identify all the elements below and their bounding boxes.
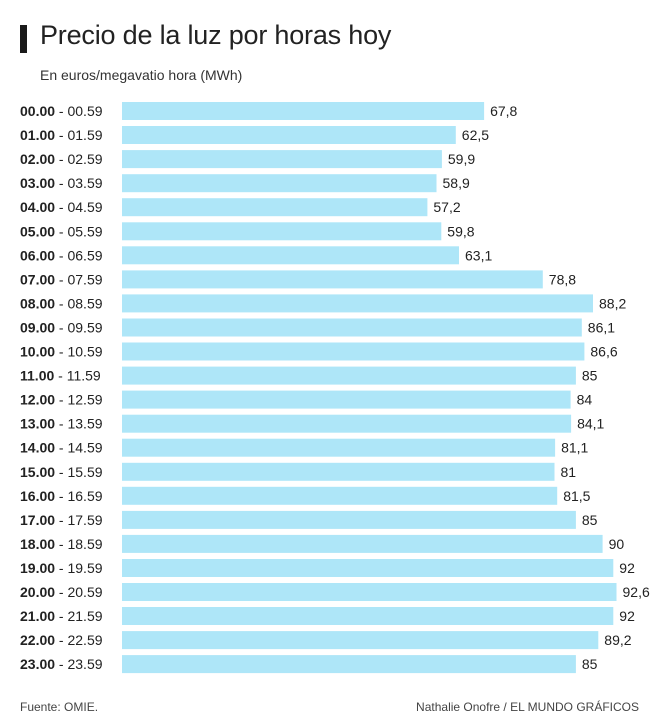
bar-22 (122, 631, 599, 650)
value-label-3: 58,9 (443, 175, 470, 191)
bar-7 (122, 270, 543, 289)
category-label-16: 16.00 - 16.59 (20, 488, 103, 504)
bar-4 (122, 198, 428, 217)
category-label-14: 14.00 - 14.59 (20, 440, 103, 456)
bar-2 (122, 150, 442, 169)
category-label-12: 12.00 - 12.59 (20, 392, 103, 408)
value-label-1: 62,5 (462, 127, 489, 143)
source-note: Fuente: OMIE. (20, 700, 99, 714)
bar-16 (122, 486, 558, 505)
bar-chart: 00.00 - 00.59 67,8 01.00 - 01.59 62,5 02.00 … (20, 102, 650, 674)
value-label-22: 89,2 (604, 632, 631, 648)
value-label-10: 86,6 (590, 344, 617, 360)
category-label-18: 18.00 - 18.59 (20, 536, 103, 552)
value-label-14: 81,1 (561, 440, 588, 456)
bar-20 (122, 583, 617, 601)
bar-3 (122, 174, 437, 193)
category-label-20: 20.00 - 20.59 (20, 584, 103, 600)
credit-note: Nathalie Onofre / EL MUNDO GRÁFICOS (416, 700, 639, 714)
value-label-7: 78,8 (549, 271, 576, 287)
bar-14 (122, 438, 556, 457)
category-label-23: 23.00 - 23.59 (20, 656, 103, 672)
bar-8 (122, 294, 593, 313)
chart-title: Precio de la luz por horas hoy (40, 20, 392, 50)
category-label-5: 05.00 - 05.59 (20, 223, 103, 239)
bar-23 (122, 655, 576, 674)
bar-15 (122, 462, 555, 481)
value-label-2: 59,9 (448, 151, 475, 167)
value-label-19: 92 (619, 560, 635, 576)
category-label-8: 08.00 - 08.59 (20, 295, 103, 311)
value-label-16: 81,5 (563, 488, 590, 504)
category-label-3: 03.00 - 03.59 (20, 175, 103, 191)
bar-5 (122, 222, 442, 241)
category-label-4: 04.00 - 04.59 (20, 199, 103, 215)
category-label-19: 19.00 - 19.59 (20, 560, 103, 576)
category-label-11: 11.00 - 11.59 (20, 368, 101, 384)
value-label-18: 90 (609, 536, 625, 552)
title-accent-bar (20, 25, 27, 53)
category-label-13: 13.00 - 13.59 (20, 416, 103, 432)
category-label-21: 21.00 - 21.59 (20, 608, 103, 624)
value-label-0: 67,8 (490, 103, 517, 119)
category-label-9: 09.00 - 09.59 (20, 320, 103, 336)
bar-17 (122, 510, 576, 529)
value-label-5: 59,8 (447, 223, 474, 239)
category-label-17: 17.00 - 17.59 (20, 512, 103, 528)
bar-18 (122, 534, 603, 553)
chart-subtitle: En euros/megavatio hora (MWh) (40, 67, 243, 83)
bar-6 (122, 246, 459, 265)
bar-1 (122, 126, 456, 144)
bar-0 (122, 102, 485, 120)
value-label-4: 57,2 (433, 199, 460, 215)
bar-13 (122, 414, 572, 433)
category-label-10: 10.00 - 10.59 (20, 344, 103, 360)
category-label-22: 22.00 - 22.59 (20, 632, 103, 648)
value-label-9: 86,1 (588, 320, 615, 336)
value-label-6: 63,1 (465, 247, 492, 263)
category-label-15: 15.00 - 15.59 (20, 464, 103, 480)
value-label-12: 84 (577, 392, 593, 408)
bar-19 (122, 559, 614, 577)
bar-11 (122, 366, 576, 385)
value-label-20: 92,6 (623, 584, 650, 600)
bar-9 (122, 318, 582, 337)
category-label-6: 06.00 - 06.59 (20, 247, 103, 263)
value-label-17: 85 (582, 512, 598, 528)
value-label-21: 92 (619, 608, 635, 624)
category-label-7: 07.00 - 07.59 (20, 271, 103, 287)
bar-10 (122, 342, 585, 361)
category-label-0: 00.00 - 00.59 (20, 103, 103, 119)
bar-12 (122, 390, 571, 409)
value-label-15: 81 (561, 464, 577, 480)
value-label-13: 84,1 (577, 416, 604, 432)
value-label-23: 85 (582, 656, 598, 672)
bar-21 (122, 607, 614, 625)
value-label-8: 88,2 (599, 295, 626, 311)
category-label-1: 01.00 - 01.59 (20, 127, 103, 143)
value-label-11: 85 (582, 368, 598, 384)
category-label-2: 02.00 - 02.59 (20, 151, 103, 167)
